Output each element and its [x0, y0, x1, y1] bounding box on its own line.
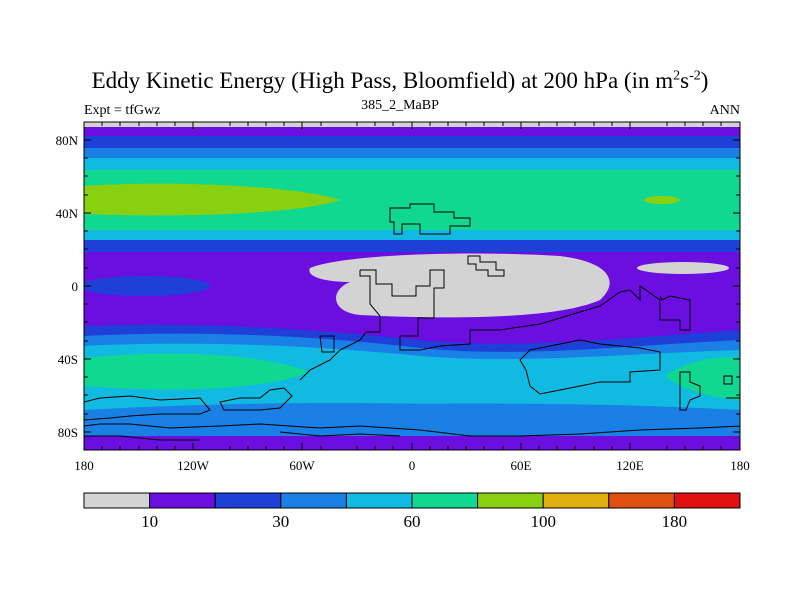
lon-tick-label: 0 — [408, 458, 416, 473]
major-ticks — [83, 122, 741, 450]
lon-tick-label: 120W — [177, 458, 209, 473]
lon-tick-label: 180 — [730, 458, 750, 473]
colorbar-swatch — [280, 492, 347, 509]
lat-tick-label: 40N — [55, 206, 78, 221]
lon-tick-label: 120E — [616, 458, 644, 473]
colorbar-swatch — [83, 492, 151, 509]
experiment-label: Expt = tfGwz — [84, 103, 161, 118]
colorbar-swatch — [608, 492, 675, 509]
plot-title: Eddy Kinetic Energy (High Pass, Bloomfie… — [91, 68, 709, 93]
colorbar-swatch — [214, 492, 282, 509]
season-label: ANN — [709, 103, 740, 118]
colorbar-swatch — [673, 492, 741, 509]
colorbar-label: 10 — [141, 512, 159, 531]
lat-tick-label: 80N — [55, 133, 78, 148]
colorbar-label: 60 — [403, 512, 421, 531]
colorbar-swatch — [542, 492, 610, 509]
lat-tick-label: 80S — [57, 425, 78, 440]
coastlines — [84, 203, 740, 441]
colorbar-swatch — [477, 492, 544, 509]
colorbar-label: 100 — [530, 512, 556, 531]
minor-ticks — [84, 122, 740, 450]
contour-fill — [84, 122, 740, 450]
colorbar-swatch — [149, 492, 216, 509]
lon-tick-label: 60W — [289, 458, 315, 473]
colorbar-swatch — [411, 492, 479, 509]
colorbar-swatch — [345, 492, 413, 509]
lat-tick-label: 0 — [71, 279, 79, 294]
colorbar-label: 30 — [272, 512, 290, 531]
lon-tick-label: 60E — [510, 458, 532, 473]
colorbar-label: 180 — [661, 512, 688, 531]
lon-tick-label: 180 — [74, 458, 94, 473]
colorbar — [83, 492, 741, 509]
lat-tick-label: 40S — [57, 352, 78, 367]
run-label: 385_2_MaBP — [361, 98, 439, 113]
